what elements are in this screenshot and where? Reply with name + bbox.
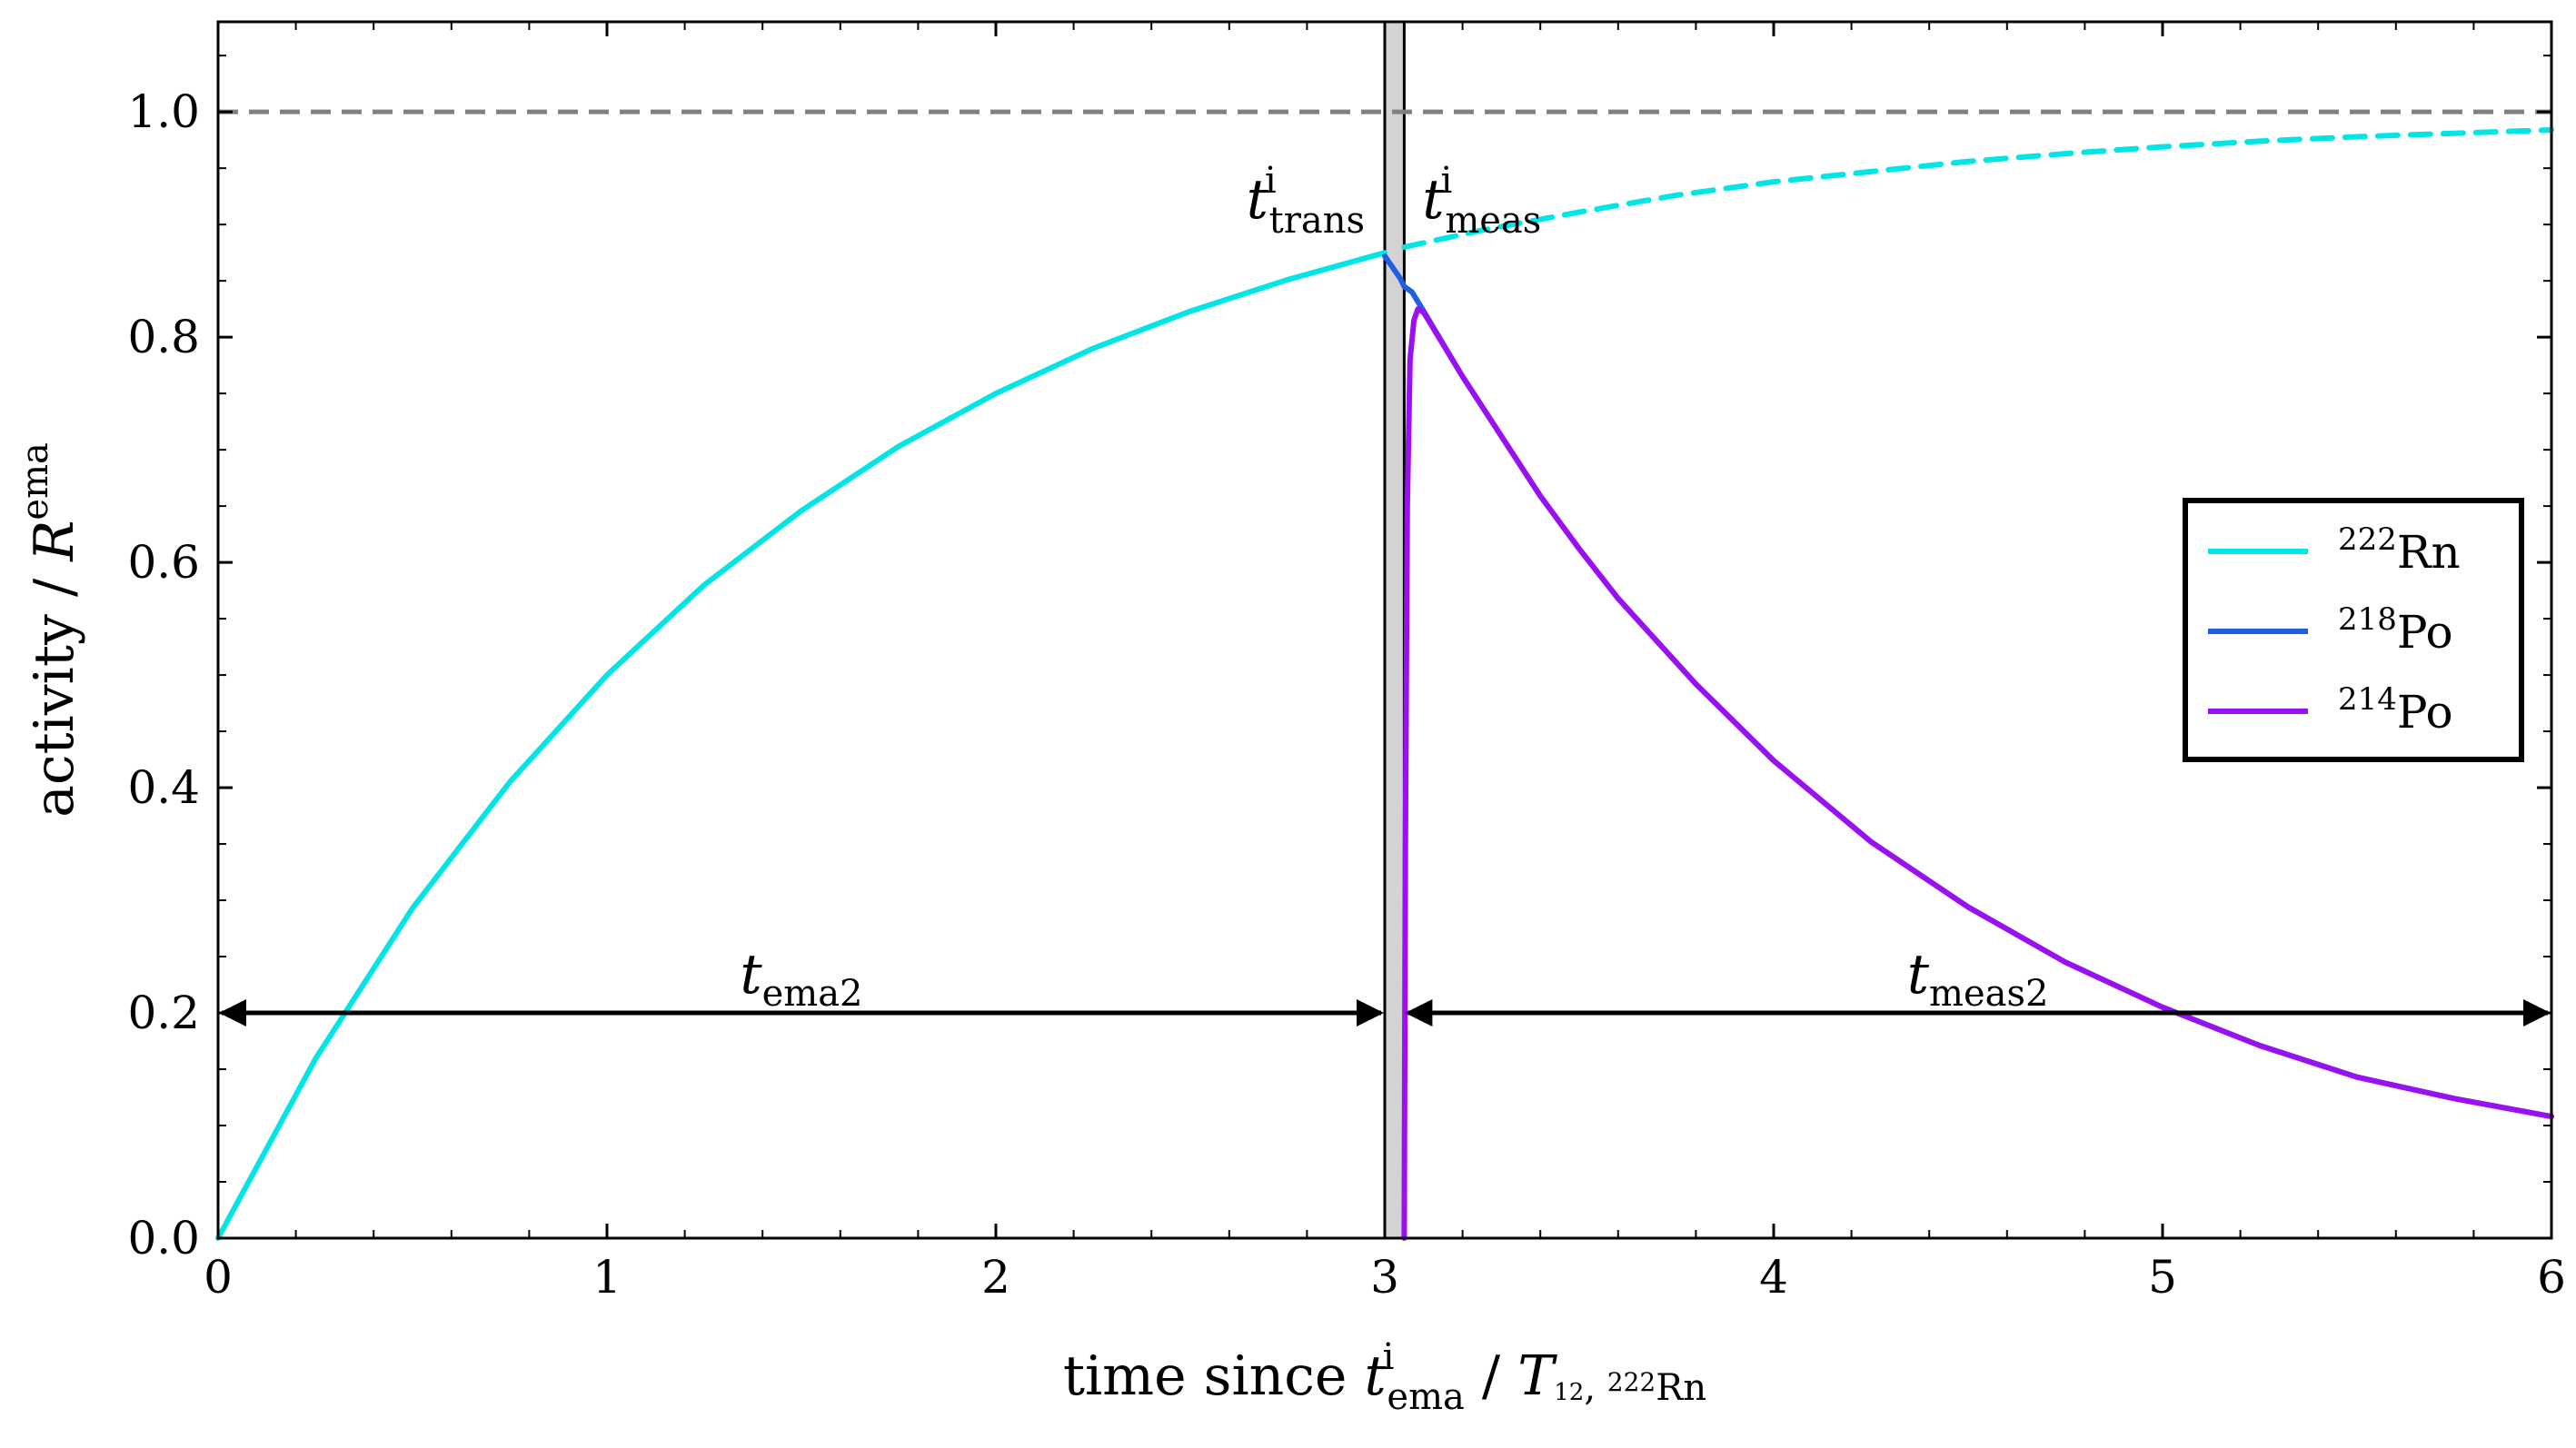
legend-label-214po: 214Po <box>2338 681 2453 739</box>
y-tick-label: 0.2 <box>127 987 200 1039</box>
x-axis-title: time since ti ema / T12, 222Rn <box>1063 1336 1706 1418</box>
y-tick-label: 1.0 <box>127 85 200 138</box>
series-line-222rn-dashed <box>1401 127 2554 250</box>
y-tick-label: 0.8 <box>127 311 200 363</box>
annotation-t-meas2: tmeas2 <box>1907 943 2049 1015</box>
x-tick-label: 1 <box>592 1251 622 1304</box>
y-axis-title: activity / Rema <box>15 442 86 818</box>
annotation-t-ema2: tema2 <box>740 943 862 1015</box>
ticks-group: 0 1 2 3 4 5 6 0.0 0.2 0.4 0.6 0.8 1.0 <box>127 22 2566 1304</box>
y-tick-label: 0.6 <box>127 536 200 589</box>
series-line-222rn <box>215 250 1387 1241</box>
x-tick-label: 2 <box>981 1251 1010 1304</box>
transfer-band <box>1383 20 1406 1240</box>
legend: 222Rn 218Po 214Po <box>2183 498 2524 762</box>
x-tick-label: 5 <box>2148 1251 2177 1304</box>
series-line-214po <box>1401 306 2554 1241</box>
legend-label-218po: 218Po <box>2338 601 2453 659</box>
x-tick-label: 4 <box>1759 1251 1788 1304</box>
annotation-t-meas: ti meas <box>1422 160 1541 242</box>
legend-label-222rn: 222Rn <box>2338 521 2461 579</box>
x-tick-label: 0 <box>204 1251 233 1304</box>
x-tick-label: 3 <box>1370 1251 1399 1304</box>
annotation-t-trans: ti trans <box>1247 160 1365 242</box>
y-tick-label: 0.0 <box>127 1212 200 1265</box>
y-tick-label: 0.4 <box>127 761 200 814</box>
x-tick-label: 6 <box>2537 1251 2566 1304</box>
